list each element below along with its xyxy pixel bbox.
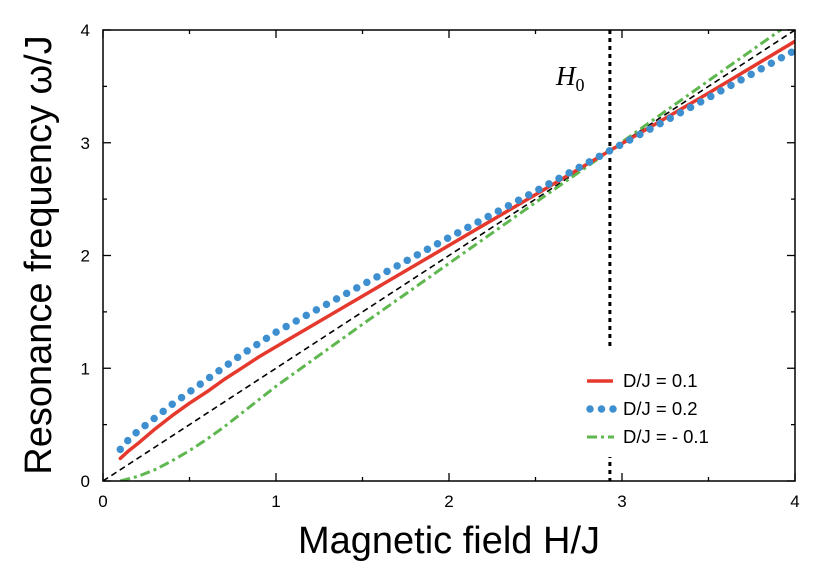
x-tick-label: 1 (271, 492, 280, 511)
x-tick-label: 3 (617, 492, 626, 511)
series-line-dj-0-2 (116, 46, 795, 454)
y-tick-label: 0 (81, 472, 90, 491)
reference-diagonal-line (103, 30, 795, 481)
y-tick-label: 1 (81, 359, 90, 378)
y-tick-label: 3 (81, 134, 90, 153)
x-tick-label: 2 (444, 492, 453, 511)
h0-label-subscript: 0 (576, 75, 585, 95)
plot-area (103, 30, 795, 481)
legend-label-dj-minus-0-1: D/J = - 0.1 (623, 426, 709, 447)
legend: D/J = 0.1 D/J = 0.2 D/J = - 0.1 (578, 347, 762, 457)
x-axis-label: Magnetic field H/J (298, 520, 600, 562)
x-tick-label: 0 (98, 492, 107, 511)
y-tick-label: 4 (81, 21, 90, 40)
legend-label-dj-0-1: D/J = 0.1 (623, 370, 698, 391)
legend-label-dj-0-2: D/J = 0.2 (623, 398, 698, 419)
tick-labels: 0 1 2 3 4 0 1 2 3 4 (81, 21, 800, 511)
y-axis-label: Resonance frequency ω/J (18, 35, 60, 474)
legend-background (578, 347, 762, 457)
h0-label: H0 (555, 61, 585, 95)
series-line-dj-minus-0-1 (119, 30, 784, 481)
y-tick-label: 2 (81, 247, 90, 266)
plot-frame (102, 29, 796, 482)
x-tick-label: 4 (790, 492, 799, 511)
h0-label-main: H (555, 61, 577, 91)
